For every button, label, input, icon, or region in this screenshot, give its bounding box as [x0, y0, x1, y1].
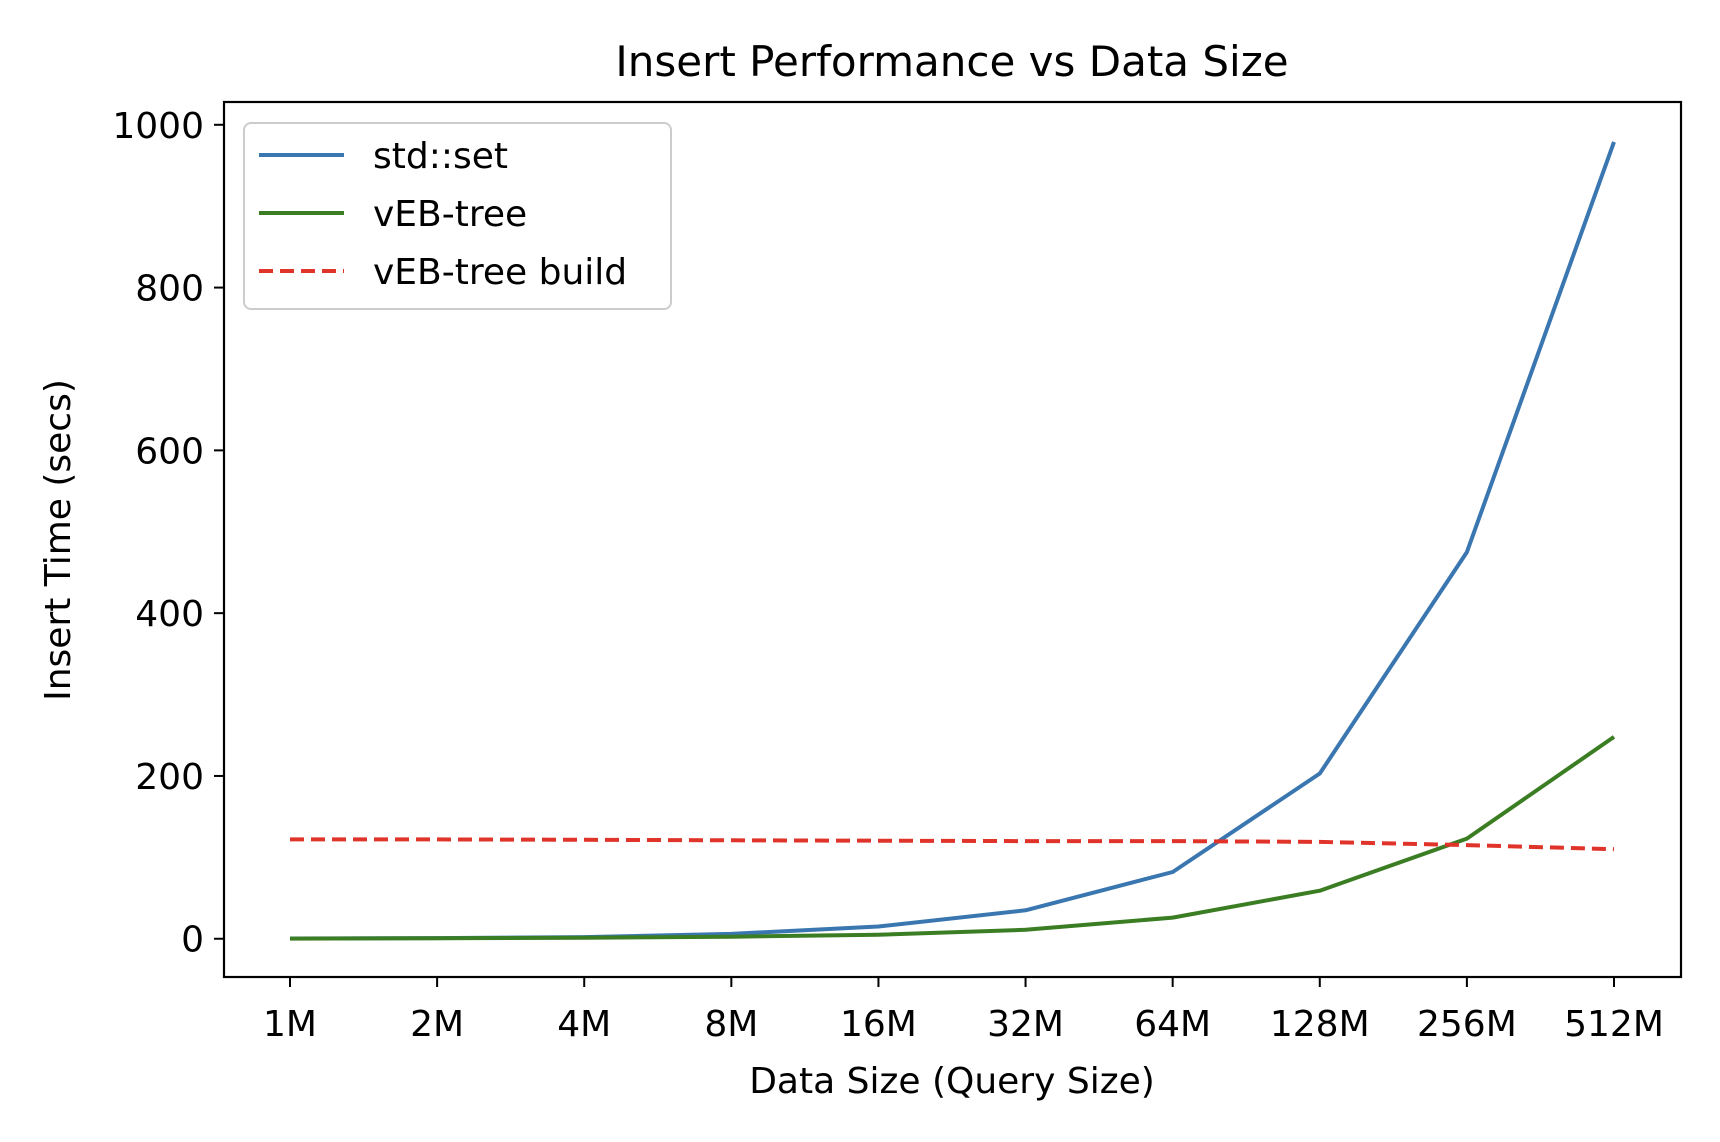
x-tick-label: 32M	[987, 1004, 1064, 1045]
x-tick-label: 1M	[263, 1004, 317, 1045]
x-axis-label: Data Size (Query Size)	[749, 1061, 1155, 1102]
series-line-3	[290, 837, 1615, 852]
series-line-2	[289, 735, 1616, 941]
x-tick-label: 4M	[557, 1004, 611, 1045]
legend-label: vEB-tree	[373, 194, 527, 235]
y-tick-label: 0	[181, 920, 204, 961]
y-tick-label: 200	[135, 757, 204, 798]
y-tick-label: 400	[135, 594, 204, 635]
x-tick-label: 512M	[1564, 1004, 1664, 1045]
x-tick-label: 8M	[704, 1004, 758, 1045]
x-tick-label: 16M	[840, 1004, 917, 1045]
plot-lines	[289, 141, 1616, 941]
x-tick-label: 64M	[1134, 1004, 1211, 1045]
plot-frame	[222, 100, 1683, 979]
y-axis-label: Insert Time (secs)	[38, 379, 79, 701]
x-tick-label: 2M	[410, 1004, 464, 1045]
chart-title: Insert Performance vs Data Size	[615, 37, 1288, 86]
legend-label: vEB-tree build	[373, 252, 627, 293]
x-axis: 1M 2M 4M 8M 16M 32M 64M 128M 256M 512M	[263, 977, 1664, 1045]
x-tick-label: 128M	[1270, 1004, 1370, 1045]
legend-label: std::set	[373, 136, 508, 177]
y-axis: 0 200 400 600 800 1000	[112, 106, 224, 961]
y-tick-label: 600	[135, 431, 204, 472]
legend-box	[243, 122, 672, 310]
y-tick-label: 1000	[112, 106, 204, 147]
y-tick-label: 800	[135, 269, 204, 310]
x-tick-label: 256M	[1417, 1004, 1517, 1045]
